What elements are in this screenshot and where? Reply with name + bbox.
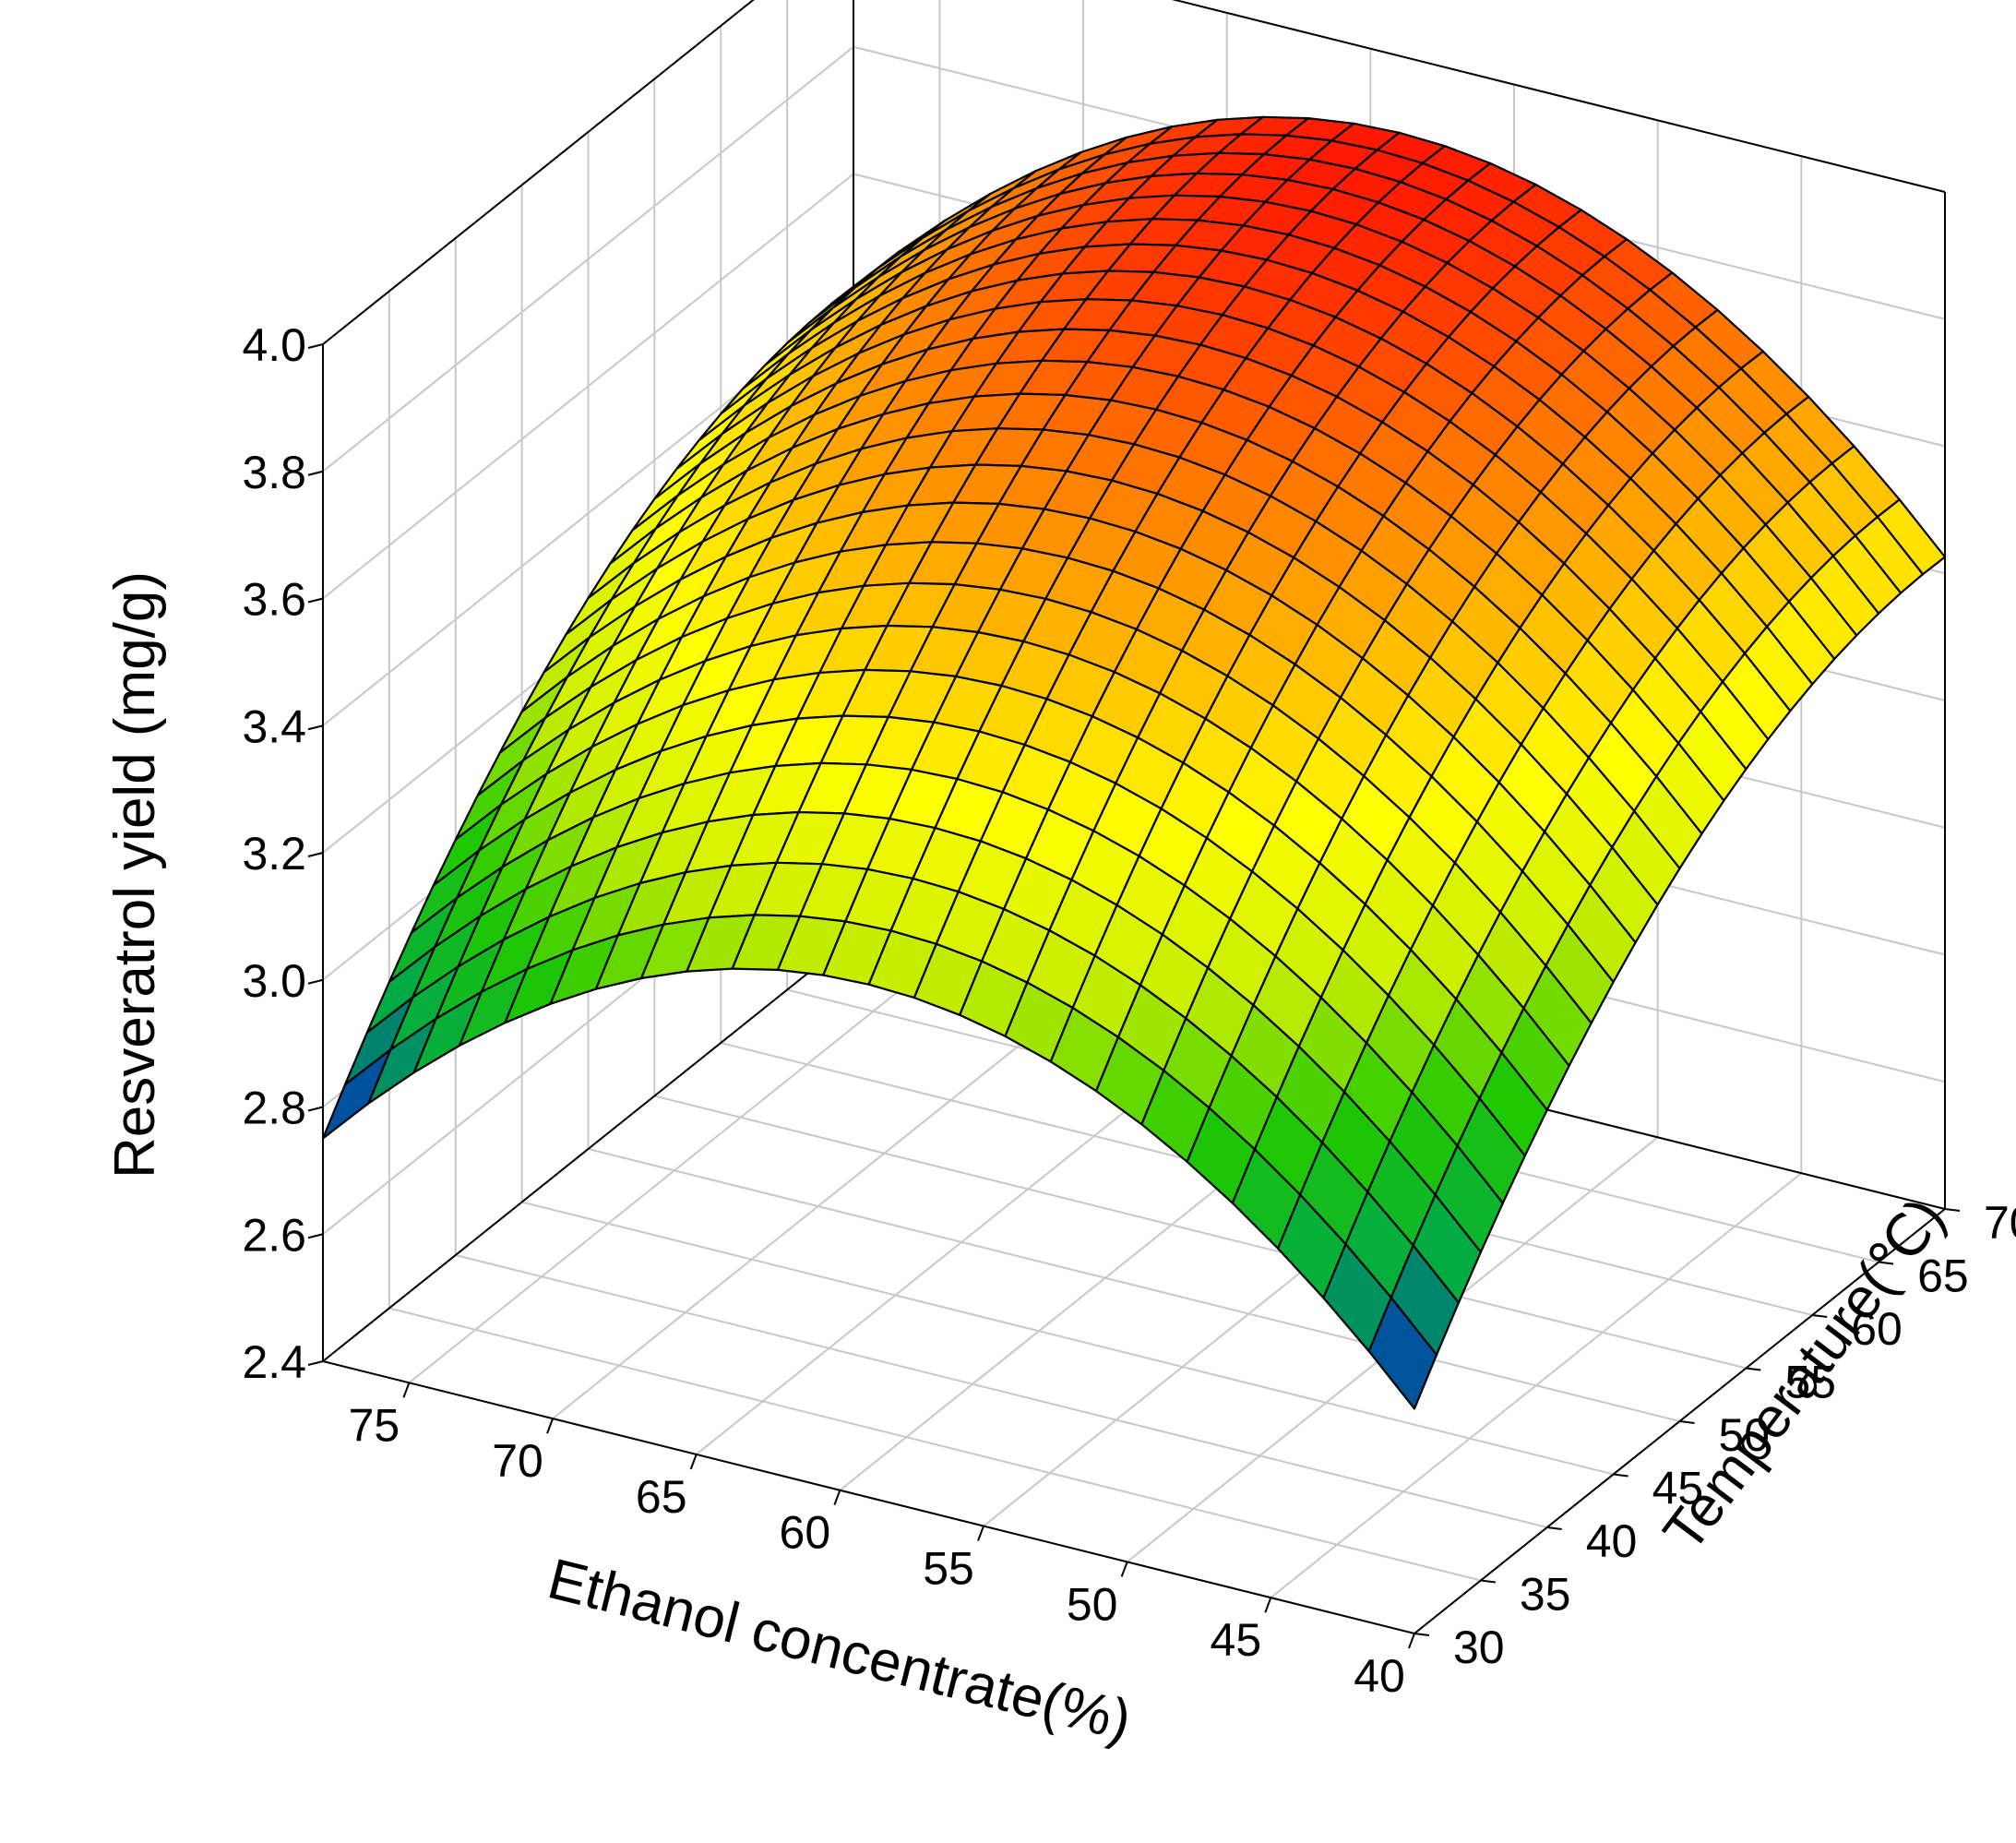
x-tick-label: 60 [780, 1507, 831, 1559]
box-edge [322, 936, 854, 1362]
z-tick [307, 724, 324, 731]
response-surface [321, 115, 1947, 1410]
z-tick [307, 1106, 324, 1112]
x-tick [1120, 1562, 1128, 1577]
y-tick-label: 35 [1520, 1569, 1571, 1621]
y-tick [1546, 1526, 1562, 1530]
y-tick-label: 45 [1652, 1463, 1704, 1514]
z-tick [307, 852, 324, 857]
z-tick [307, 470, 324, 476]
x-tick-label: 65 [636, 1471, 687, 1523]
floor-gridline [455, 1254, 1547, 1528]
z-tick-label: 4.0 [242, 319, 306, 371]
z-axis-title: Resveratrol yield (mg/g) [103, 571, 167, 1179]
y-tick [1879, 1261, 1894, 1265]
box-edge [322, 1360, 1415, 1634]
left-wall-gridline [322, 173, 854, 600]
y-tick-label: 65 [1917, 1251, 1969, 1302]
x-tick [1408, 1633, 1415, 1649]
z-tick [307, 1360, 324, 1366]
z-tick-label: 3.8 [242, 447, 306, 498]
floor-gridline [588, 1148, 1680, 1422]
y-tick [1679, 1420, 1695, 1424]
box-edge [322, 0, 755, 345]
y-tick [1944, 1208, 1961, 1212]
x-axis-title: Ethanol concentrate(%) [542, 1547, 1137, 1753]
floor-gridline [388, 1307, 1482, 1582]
x-tick-label: 50 [1067, 1578, 1118, 1630]
x-tick [402, 1382, 411, 1398]
z-tick [307, 597, 324, 604]
z-tick-label: 2.8 [242, 1083, 306, 1134]
floor-gridline [521, 1201, 1614, 1476]
surface-patch [321, 1048, 392, 1140]
x-tick [546, 1418, 554, 1434]
z-tick-label: 2.4 [242, 1336, 306, 1388]
y-tick-label: 50 [1719, 1409, 1771, 1461]
x-tick-label: 55 [923, 1543, 974, 1595]
z-tick-label: 2.6 [242, 1209, 306, 1261]
floor-gridline [654, 1095, 1747, 1370]
z-tick-label: 3.2 [242, 828, 306, 880]
z-tick-label: 3.4 [242, 700, 306, 752]
z-tick [307, 1233, 324, 1239]
y-tick-label: 30 [1453, 1622, 1505, 1673]
x-tick-label: 45 [1211, 1614, 1262, 1666]
x-tick [689, 1454, 698, 1470]
box-edge [1171, 0, 1946, 193]
x-tick-label: 70 [492, 1435, 543, 1487]
x-tick [977, 1526, 984, 1541]
axis-ticks: 2.4 2.6 2.8 3.0 3.2 3.4 3.6 3.8 4.0 75 70 65 60 55 50 4… [242, 319, 2016, 1702]
z-tick [307, 978, 324, 985]
z-tick [307, 343, 324, 349]
x-tick [833, 1490, 841, 1506]
z-tick-label: 3.6 [242, 574, 306, 626]
x-tick-label: 75 [349, 1399, 400, 1451]
z-tick-label: 3.0 [242, 955, 306, 1007]
y-tick-label: 70 [1984, 1197, 2016, 1249]
y-tick-label: 55 [1784, 1357, 1836, 1408]
y-tick [1613, 1473, 1628, 1478]
x-tick-label: 40 [1354, 1650, 1405, 1702]
x-tick [1264, 1597, 1272, 1613]
left-wall-gridline [322, 45, 854, 473]
y-tick [1480, 1579, 1496, 1584]
y-tick [1414, 1633, 1430, 1636]
y-tick-label: 40 [1586, 1515, 1638, 1567]
y-tick-label: 60 [1851, 1303, 1903, 1355]
y-tick [1812, 1314, 1828, 1318]
y-tick [1746, 1367, 1761, 1371]
